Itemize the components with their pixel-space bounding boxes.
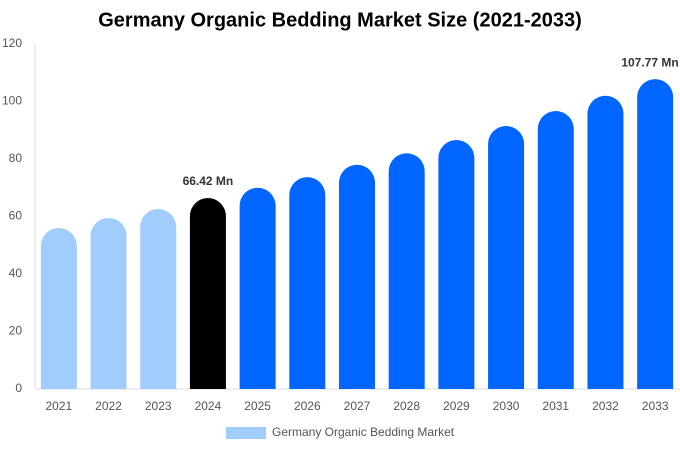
x-tick-label: 2031: [542, 399, 569, 413]
bar: [189, 198, 226, 389]
bar: [239, 187, 276, 389]
x-tick-label: 2033: [642, 399, 669, 413]
legend-swatch: [226, 427, 266, 439]
bar: [388, 153, 425, 389]
x-tick-label: 2024: [195, 399, 222, 413]
x-tick-label: 2026: [294, 399, 321, 413]
bar: [90, 217, 127, 389]
bar: [140, 209, 177, 389]
y-tick-label: 40: [9, 266, 23, 280]
y-tick-label: 100: [2, 94, 22, 108]
x-tick-label: 2028: [393, 399, 420, 413]
value-label: 66.42 Mn: [183, 174, 234, 188]
bar: [40, 228, 77, 389]
y-tick-label: 60: [9, 209, 23, 223]
x-tick-label: 2027: [344, 399, 371, 413]
x-tick-label: 2025: [244, 399, 271, 413]
bar: [637, 79, 674, 389]
y-tick-label: 120: [2, 36, 22, 50]
bar: [339, 164, 375, 389]
x-tick-label: 2022: [95, 399, 122, 413]
y-tick-label: 80: [9, 151, 23, 165]
legend-label: Germany Organic Bedding Market: [272, 425, 455, 439]
y-tick-label: 20: [9, 324, 23, 338]
x-tick-label: 2021: [45, 399, 72, 413]
bar: [488, 125, 525, 390]
x-tick-label: 2029: [443, 399, 470, 413]
bar: [438, 140, 475, 389]
chart-title: Germany Organic Bedding Market Size (202…: [98, 9, 582, 31]
value-label: 107.77 Mn: [621, 55, 678, 69]
bar: [587, 95, 624, 389]
x-tick-label: 2023: [145, 399, 172, 413]
x-tick-label: 2030: [493, 399, 520, 413]
bar: [289, 177, 326, 389]
bar: [537, 110, 574, 390]
x-tick-label: 2032: [592, 399, 619, 413]
y-tick-label: 0: [15, 381, 22, 395]
